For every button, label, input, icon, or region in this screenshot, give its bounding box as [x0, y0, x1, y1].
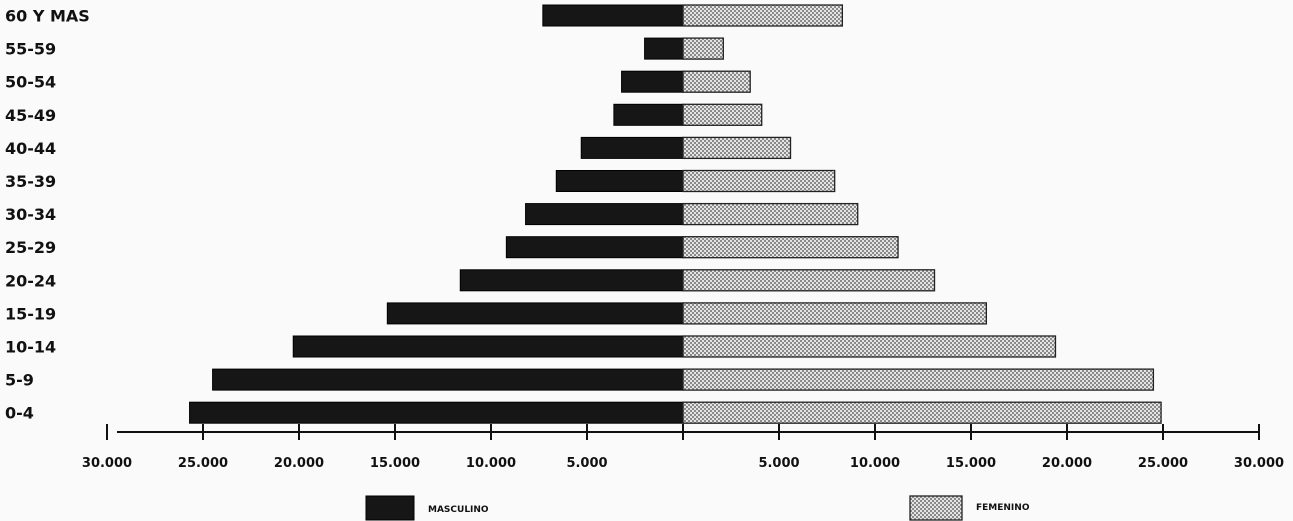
bar-masculino-10 — [292, 335, 684, 358]
legend-label-femenino: FEMENINO — [976, 503, 1030, 513]
x-axis-tick-label: 20.000 — [1042, 456, 1092, 471]
x-axis-tick-label: 20.000 — [274, 456, 324, 471]
age-group-label: 5-9 — [5, 371, 34, 390]
x-axis-tick-label: 10.000 — [850, 456, 900, 471]
age-group-label: 10-14 — [5, 338, 56, 357]
bar-femenino-6 — [682, 202, 859, 226]
bar-femenino-3 — [682, 103, 763, 126]
bar-femenino-5 — [682, 169, 836, 193]
bar-femenino-2 — [682, 70, 751, 93]
age-group-label: 50-54 — [5, 73, 56, 92]
bar-masculino-4 — [580, 136, 684, 159]
age-group-label: 30-34 — [5, 205, 56, 224]
age-group-label: 25-29 — [5, 238, 56, 257]
x-axis-tick-label: 25.000 — [178, 456, 228, 471]
bar-femenino-7 — [682, 236, 899, 259]
bar-masculino-9 — [386, 302, 684, 325]
bar-masculino-3 — [613, 103, 684, 126]
x-axis-tick-label: 10.000 — [466, 456, 516, 471]
x-axis-tick-label: 15.000 — [946, 456, 996, 471]
x-axis-tick-label: 5.000 — [758, 456, 799, 471]
bar-femenino-11 — [682, 368, 1155, 391]
x-axis-tick-label: 15.000 — [370, 456, 420, 471]
bars-group — [189, 4, 1162, 424]
age-group-label: 55-59 — [5, 40, 56, 59]
bar-masculino-5 — [555, 170, 684, 192]
legend-label-masculino: MASCULINO — [428, 505, 489, 515]
bar-femenino-0 — [682, 4, 844, 27]
bar-femenino-12 — [682, 401, 1162, 424]
x-axis-tick-label: 30.000 — [82, 456, 132, 471]
legend: MASCULINO FEMENINO — [365, 495, 1030, 521]
bar-femenino-1 — [682, 37, 724, 60]
bar-masculino-6 — [525, 203, 684, 226]
age-group-label: 35-39 — [5, 172, 56, 191]
bar-masculino-1 — [644, 37, 684, 60]
x-axis-tick-label: 5.000 — [566, 456, 607, 471]
age-group-label: 15-19 — [5, 304, 56, 323]
bar-masculino-2 — [621, 70, 684, 93]
bar-masculino-0 — [542, 4, 684, 27]
legend-swatch-masculino — [365, 495, 415, 521]
bar-masculino-12 — [189, 401, 684, 424]
bar-masculino-7 — [505, 236, 684, 259]
bar-femenino-4 — [682, 136, 792, 160]
bar-masculino-8 — [459, 269, 684, 292]
age-group-label: 20-24 — [5, 271, 56, 290]
age-labels-group: 60 Y MAS 55-59 50-54 45-49 40-44 35-39 30-34 25… — [5, 7, 90, 423]
age-group-label: 40-44 — [5, 139, 56, 158]
age-group-label: 60 Y MAS — [5, 7, 90, 26]
bar-masculino-11 — [212, 368, 684, 391]
legend-swatch-femenino — [909, 495, 963, 521]
x-axis-tick-label: 25.000 — [1138, 456, 1188, 471]
bar-femenino-10 — [682, 335, 1057, 358]
age-group-label: 45-49 — [5, 106, 56, 125]
bar-femenino-8 — [682, 269, 936, 292]
bar-femenino-9 — [682, 302, 988, 325]
x-axis: 30.000 25.000 20.000 15.000 10.000 5.000 5.000… — [82, 424, 1284, 471]
x-axis-tick-label: 30.000 — [1234, 456, 1284, 471]
age-group-label: 0-4 — [5, 404, 34, 423]
